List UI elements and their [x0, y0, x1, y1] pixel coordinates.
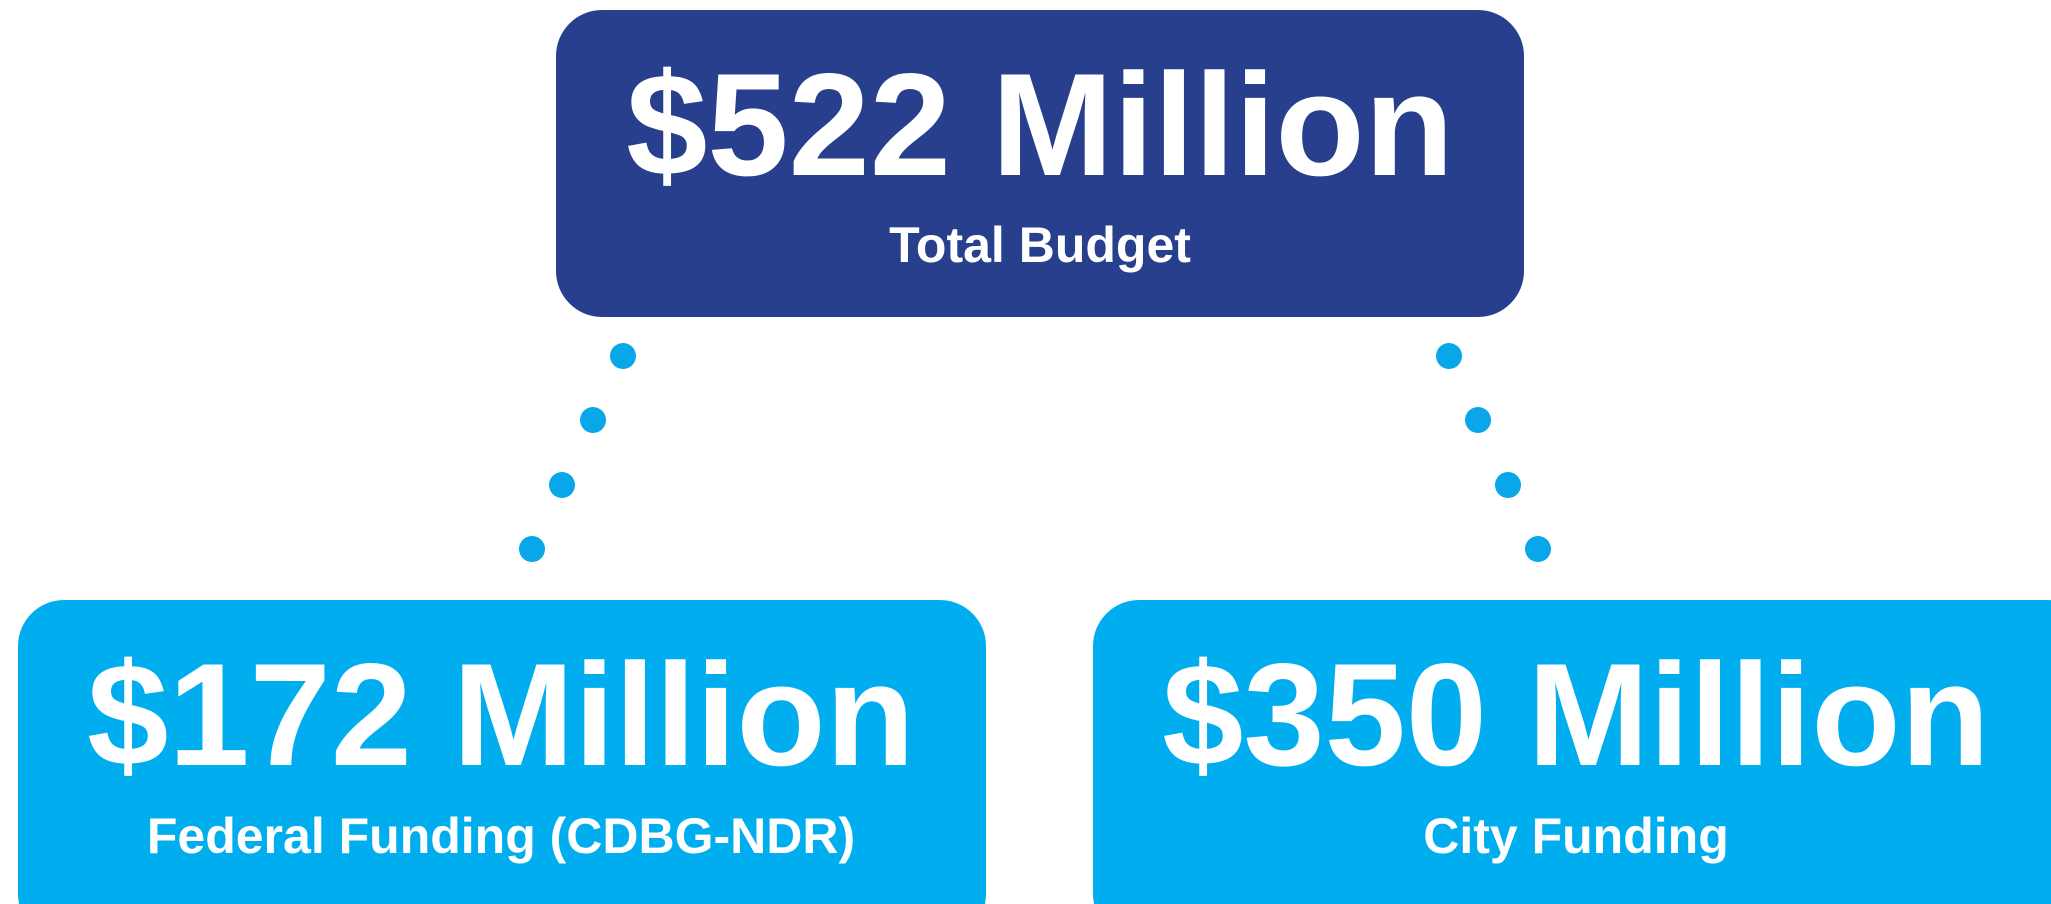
city-box	[1093, 600, 2051, 904]
total-box	[556, 10, 1524, 317]
total-label: Total Budget	[889, 217, 1191, 273]
city-amount: $350 Million	[1162, 633, 1990, 796]
connector-dot	[610, 343, 636, 369]
federal-box	[18, 600, 986, 904]
federal-amount: $172 Million	[87, 633, 915, 796]
total-amount: $522 Million	[626, 43, 1454, 206]
city-label: City Funding	[1423, 808, 1729, 864]
connector-dot	[549, 472, 575, 498]
connector-dot	[580, 407, 606, 433]
connector-dot	[1465, 407, 1491, 433]
connector-dot	[519, 536, 545, 562]
federal-label: Federal Funding (CDBG-NDR)	[147, 808, 855, 864]
connector-dot	[1525, 536, 1551, 562]
connector-dot	[1495, 472, 1521, 498]
connector-dot	[1436, 343, 1462, 369]
